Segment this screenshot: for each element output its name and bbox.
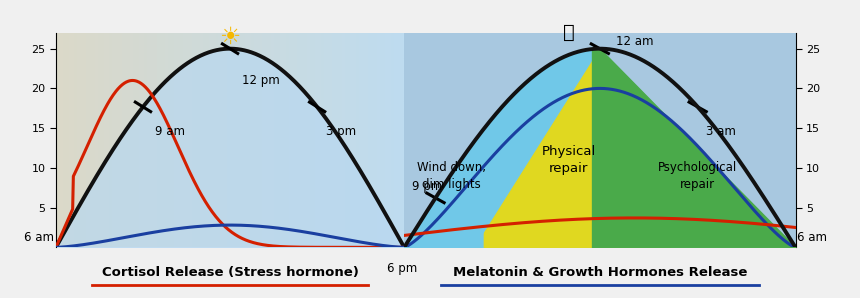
Text: 🌙: 🌙 [562, 23, 574, 42]
Text: Physical
repair: Physical repair [542, 145, 596, 175]
Text: 12 am: 12 am [616, 35, 653, 48]
Text: 3 pm: 3 pm [326, 125, 356, 138]
Text: 6 pm: 6 pm [387, 262, 418, 275]
Text: Wind down,
dim lights: Wind down, dim lights [416, 161, 486, 191]
Text: 9 pm: 9 pm [412, 180, 442, 193]
Text: 3 am: 3 am [705, 125, 735, 138]
Text: 9 am: 9 am [155, 125, 185, 138]
Text: Cortisol Release (Stress hormone): Cortisol Release (Stress hormone) [101, 266, 359, 279]
Text: ☀: ☀ [219, 25, 241, 49]
Text: Melatonin & Growth Hormones Release: Melatonin & Growth Hormones Release [452, 266, 747, 279]
Text: 12 pm: 12 pm [243, 74, 280, 87]
Text: 6 am: 6 am [797, 231, 827, 244]
Text: Psychological
repair: Psychological repair [658, 161, 737, 191]
Text: 6 am: 6 am [24, 231, 54, 244]
